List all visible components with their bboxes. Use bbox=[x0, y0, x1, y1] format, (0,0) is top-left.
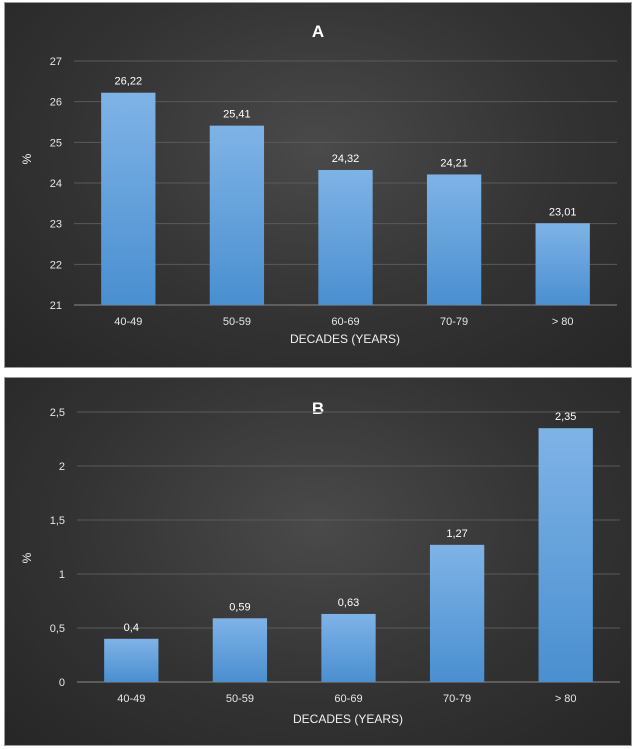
bar bbox=[321, 613, 376, 682]
x-tick-label: 60-69 bbox=[334, 693, 362, 705]
x-tick-label: 40-49 bbox=[114, 316, 142, 328]
y-tick-label: 0,5 bbox=[50, 623, 65, 635]
y-tick-label: 26 bbox=[50, 97, 62, 109]
x-tick-label: 40-49 bbox=[117, 693, 145, 705]
x-axis-label: DECADES (YEARS) bbox=[290, 332, 400, 346]
y-tick-label: 2,5 bbox=[50, 407, 65, 419]
x-axis-label: DECADES (YEARS) bbox=[293, 712, 403, 726]
x-tick-label: 70-79 bbox=[440, 316, 468, 328]
bar bbox=[429, 544, 485, 682]
y-tick-label: 24 bbox=[50, 178, 62, 190]
x-tick-label: > 80 bbox=[552, 316, 574, 328]
chart-b-svg: B % DECADES (YEARS) 0 0,5 1 1,5 2 2,5 0,4 40-49… bbox=[20, 399, 620, 726]
bar bbox=[212, 618, 268, 682]
bar bbox=[104, 638, 159, 682]
data-label: 0,63 bbox=[338, 597, 359, 609]
data-label: 24,21 bbox=[440, 157, 468, 169]
data-label: 26,22 bbox=[115, 76, 143, 88]
x-tick-label: 50-59 bbox=[223, 316, 251, 328]
bar bbox=[535, 223, 590, 305]
data-label: 24,32 bbox=[332, 153, 360, 165]
data-label: 1,27 bbox=[446, 528, 467, 540]
bar bbox=[101, 92, 156, 305]
y-tick-label: 22 bbox=[50, 259, 62, 271]
data-label: 23,01 bbox=[549, 206, 577, 218]
y-tick-label: 2 bbox=[59, 461, 65, 473]
data-label: 0,4 bbox=[124, 622, 139, 634]
data-label: 2,35 bbox=[555, 411, 576, 423]
x-tick-label: 60-69 bbox=[331, 316, 359, 328]
x-tick-label: > 80 bbox=[555, 693, 577, 705]
y-tick-label: 27 bbox=[50, 56, 62, 68]
bar bbox=[209, 125, 265, 305]
chart-panel-b: B % DECADES (YEARS) 0 0,5 1 1,5 2 2,5 0,4 40-49… bbox=[4, 377, 632, 746]
chart-a-svg: A % DECADES (YEARS) 21 22 23 24 25 26 27 26,22 4… bbox=[20, 22, 617, 346]
y-tick-label: 1,5 bbox=[50, 515, 65, 527]
bar bbox=[318, 169, 373, 305]
y-tick-label: 25 bbox=[50, 137, 62, 149]
chart-title: B bbox=[312, 399, 324, 418]
y-tick-label: 21 bbox=[50, 300, 62, 312]
data-label: 0,59 bbox=[229, 601, 250, 613]
chart-title: A bbox=[312, 22, 324, 41]
data-label: 25,41 bbox=[223, 109, 251, 121]
y-axis-label: % bbox=[20, 552, 34, 563]
y-axis-label: % bbox=[20, 153, 34, 164]
bar bbox=[538, 428, 593, 682]
bar bbox=[426, 174, 482, 305]
y-tick-label: 23 bbox=[50, 219, 62, 231]
y-tick-label: 1 bbox=[59, 569, 65, 581]
y-tick-label: 0 bbox=[59, 677, 65, 689]
chart-panel-a: A % DECADES (YEARS) 21 22 23 24 25 26 27 26,22 4… bbox=[4, 2, 632, 368]
x-tick-label: 70-79 bbox=[443, 693, 471, 705]
x-tick-label: 50-59 bbox=[226, 693, 254, 705]
